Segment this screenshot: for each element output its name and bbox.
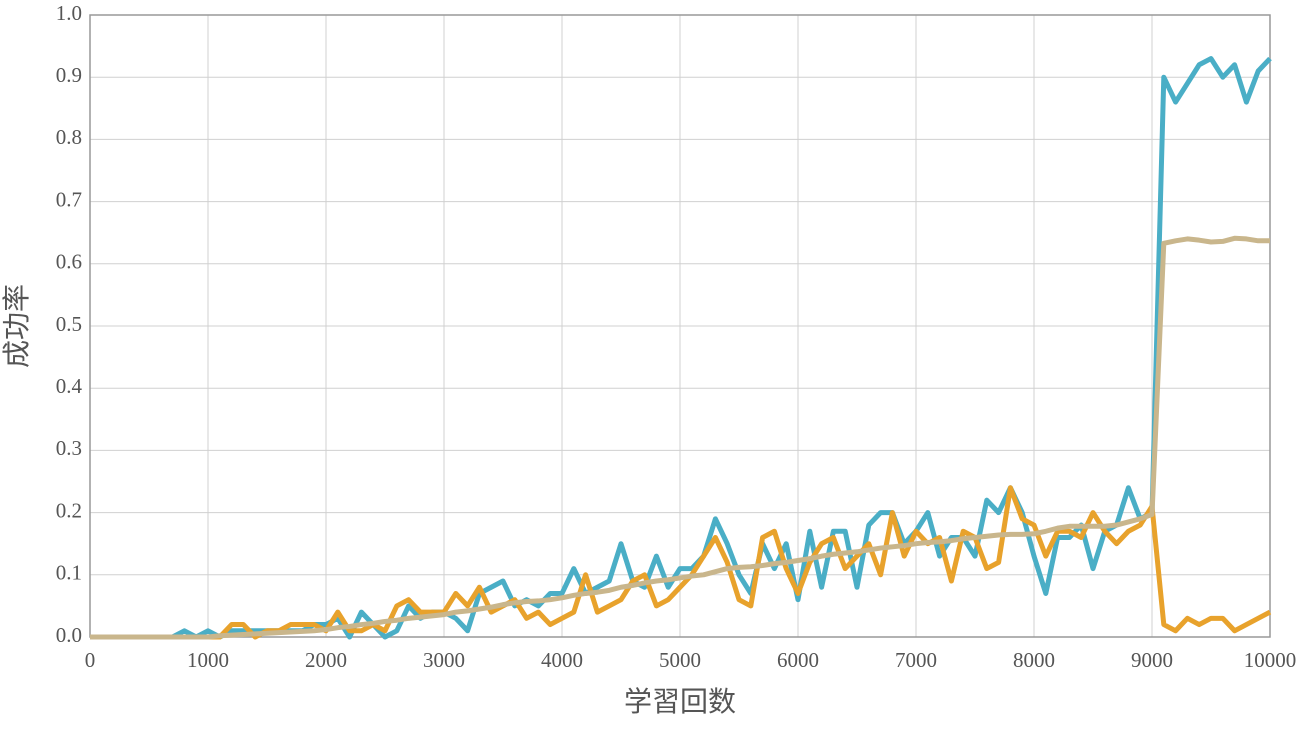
x-tick-label: 8000 <box>1013 648 1055 672</box>
y-axis-title: 成功率 <box>0 284 33 368</box>
x-tick-label: 5000 <box>659 648 701 672</box>
y-tick-label: 0.0 <box>56 623 82 647</box>
series-line <box>90 485 1272 640</box>
y-tick-label: 0.5 <box>56 312 82 336</box>
series-line <box>90 235 1270 640</box>
x-tick-label: 6000 <box>777 648 819 672</box>
x-tick-label: 2000 <box>305 648 347 672</box>
x-tick-label: 1000 <box>187 648 229 672</box>
plot-frame <box>89 14 1271 638</box>
y-tick-label: 0.6 <box>56 250 82 274</box>
y-tick-label: 0.1 <box>56 561 82 585</box>
y-tick-label: 0.3 <box>56 436 82 460</box>
x-tick-label: 3000 <box>423 648 465 672</box>
y-tick-label: 1.0 <box>56 1 82 25</box>
x-tick-label: 0 <box>85 648 96 672</box>
x-axis-title: 学習回数 <box>624 685 736 718</box>
y-tick-label: 0.2 <box>56 498 82 522</box>
y-tick-label: 0.4 <box>56 374 83 398</box>
x-tick-label: 7000 <box>895 648 937 672</box>
x-tick-label: 9000 <box>1131 648 1173 672</box>
y-tick-label: 0.7 <box>56 187 82 211</box>
x-tick-label: 4000 <box>541 648 583 672</box>
y-tick-label: 0.9 <box>56 63 82 87</box>
x-tick-label: 10000 <box>1244 648 1297 672</box>
y-tick-label: 0.8 <box>56 125 82 149</box>
